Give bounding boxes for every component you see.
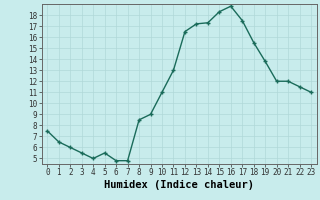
X-axis label: Humidex (Indice chaleur): Humidex (Indice chaleur) xyxy=(104,180,254,190)
